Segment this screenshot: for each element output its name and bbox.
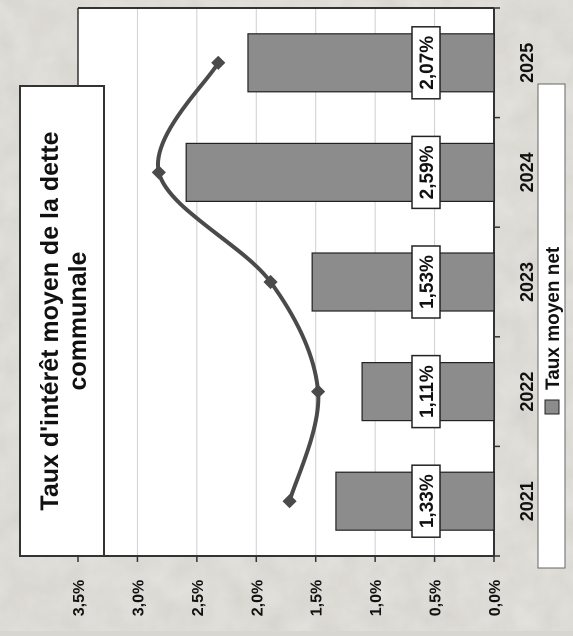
value-axis-tick-label: 3,0% bbox=[130, 580, 147, 616]
bar bbox=[185, 142, 495, 202]
category-label: 2023 bbox=[517, 262, 537, 302]
bar bbox=[247, 33, 495, 93]
data-label-box bbox=[411, 135, 441, 210]
category-label: 2022 bbox=[517, 372, 537, 412]
data-label: 1,53% bbox=[411, 245, 441, 319]
data-label: 1,11% bbox=[411, 354, 441, 429]
category-label: 2021 bbox=[517, 481, 537, 521]
value-axis-tick-label: 0,0% bbox=[487, 580, 504, 616]
bar bbox=[311, 252, 495, 312]
title-text: Taux d'intérêt moyen de la dettecommunal… bbox=[36, 131, 92, 510]
category-label: 2025 bbox=[517, 43, 537, 83]
data-label-box bbox=[411, 245, 441, 319]
text-layer: 0,0% 0,5% 1,0% 1,5% 2,0% 2,5% 3,0% 3,5% 1,33% 1,1… bbox=[19, 26, 566, 616]
value-axis-tick-label: 2,5% bbox=[190, 580, 207, 616]
title-line: communale bbox=[64, 251, 92, 390]
trend-point bbox=[263, 274, 278, 290]
trend-point bbox=[282, 494, 297, 509]
legend: Taux moyen net bbox=[537, 83, 566, 569]
data-label-box bbox=[411, 354, 441, 429]
value-axis-tick-label: 2,0% bbox=[249, 580, 266, 616]
data-label: 2,07% bbox=[411, 26, 441, 100]
title-box bbox=[19, 85, 105, 557]
data-label-text: 1,33% bbox=[417, 474, 438, 528]
data-label-box bbox=[411, 26, 441, 100]
legend-label: Taux moyen net bbox=[543, 246, 564, 390]
data-label: 2,59% bbox=[411, 135, 441, 210]
data-label-text: 2,07% bbox=[417, 36, 438, 90]
marks-layer bbox=[151, 33, 495, 531]
value-axis-tick-label: 0,5% bbox=[428, 580, 445, 616]
chart-title: Taux d'intérêt moyen de la dettecommunal… bbox=[19, 85, 105, 557]
data-label-text: 1,11% bbox=[417, 365, 438, 418]
data-label-text: 2,59% bbox=[417, 145, 438, 199]
trend-point bbox=[151, 165, 166, 180]
value-axis-tick-label: 1,0% bbox=[368, 580, 385, 616]
data-label: 1,33% bbox=[411, 464, 441, 538]
value-axis-tick-label: 1,5% bbox=[309, 580, 326, 616]
data-label-text: 1,53% bbox=[417, 255, 438, 309]
trend-point bbox=[311, 384, 326, 399]
legend-box bbox=[537, 83, 566, 569]
value-axis-tick-label: 3,5% bbox=[71, 580, 88, 616]
legend-swatch bbox=[544, 399, 560, 415]
category-label: 2024 bbox=[517, 152, 537, 192]
data-label-box bbox=[411, 464, 441, 538]
title-line: Taux d'intérêt moyen de la dette bbox=[36, 131, 64, 510]
